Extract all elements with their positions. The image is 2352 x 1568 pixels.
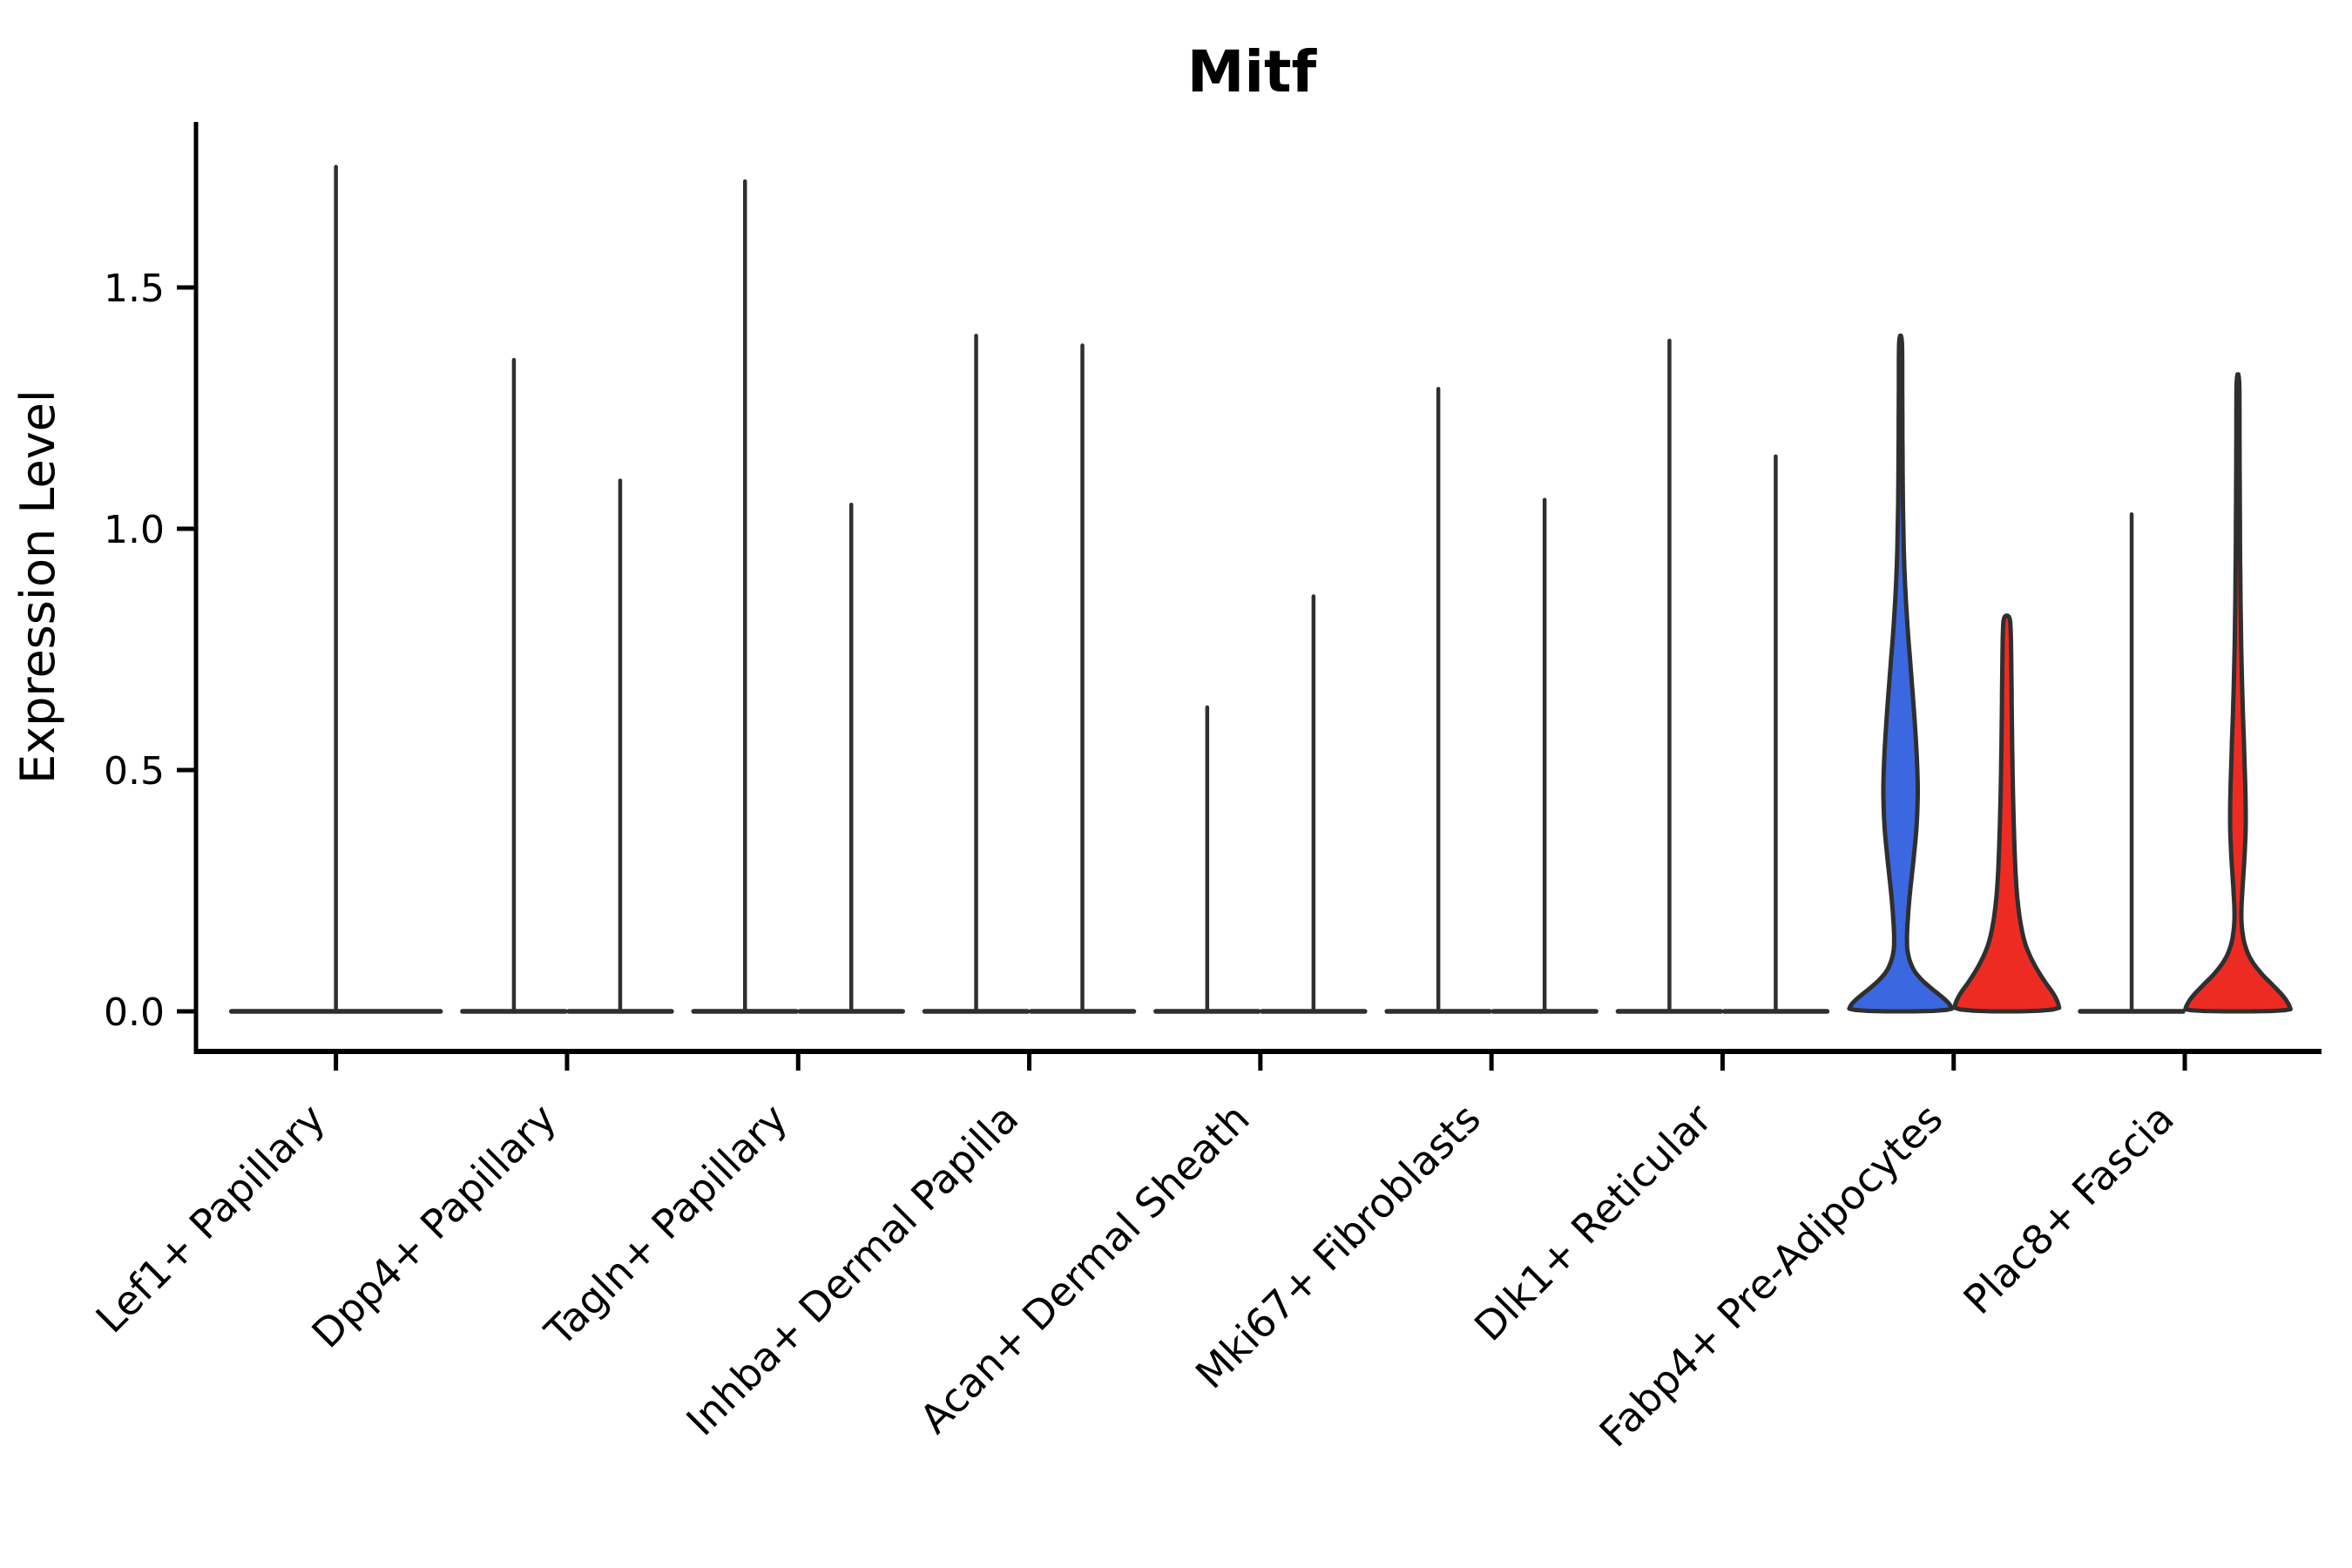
x-tick-label: Tagln+ Papillary (535, 1095, 796, 1356)
y-tick-label: 1.0 (104, 508, 165, 552)
x-tick-label: Dlk1+ Reticular (1465, 1095, 1720, 1350)
violin-fabp4-pre-adipocytes-blue (1847, 333, 1955, 1014)
violin-plac8-fascia-red (2183, 372, 2293, 1014)
x-tick-label: Plac8+ Fascia (1954, 1095, 2182, 1323)
x-tick-label: Dpp4+ Papillary (303, 1095, 565, 1357)
y-tick-label: 0.5 (104, 749, 165, 794)
y-tick-label: 0.0 (104, 990, 165, 1035)
chart-title: Mitf (1187, 38, 1318, 105)
x-tick-label: Lef1+ Papillary (87, 1095, 335, 1342)
y-axis-label: Expression Level (10, 389, 65, 784)
y-tick-label: 1.5 (104, 267, 165, 311)
violin-fabp4-pre-adipocytes-red (1952, 613, 2062, 1014)
